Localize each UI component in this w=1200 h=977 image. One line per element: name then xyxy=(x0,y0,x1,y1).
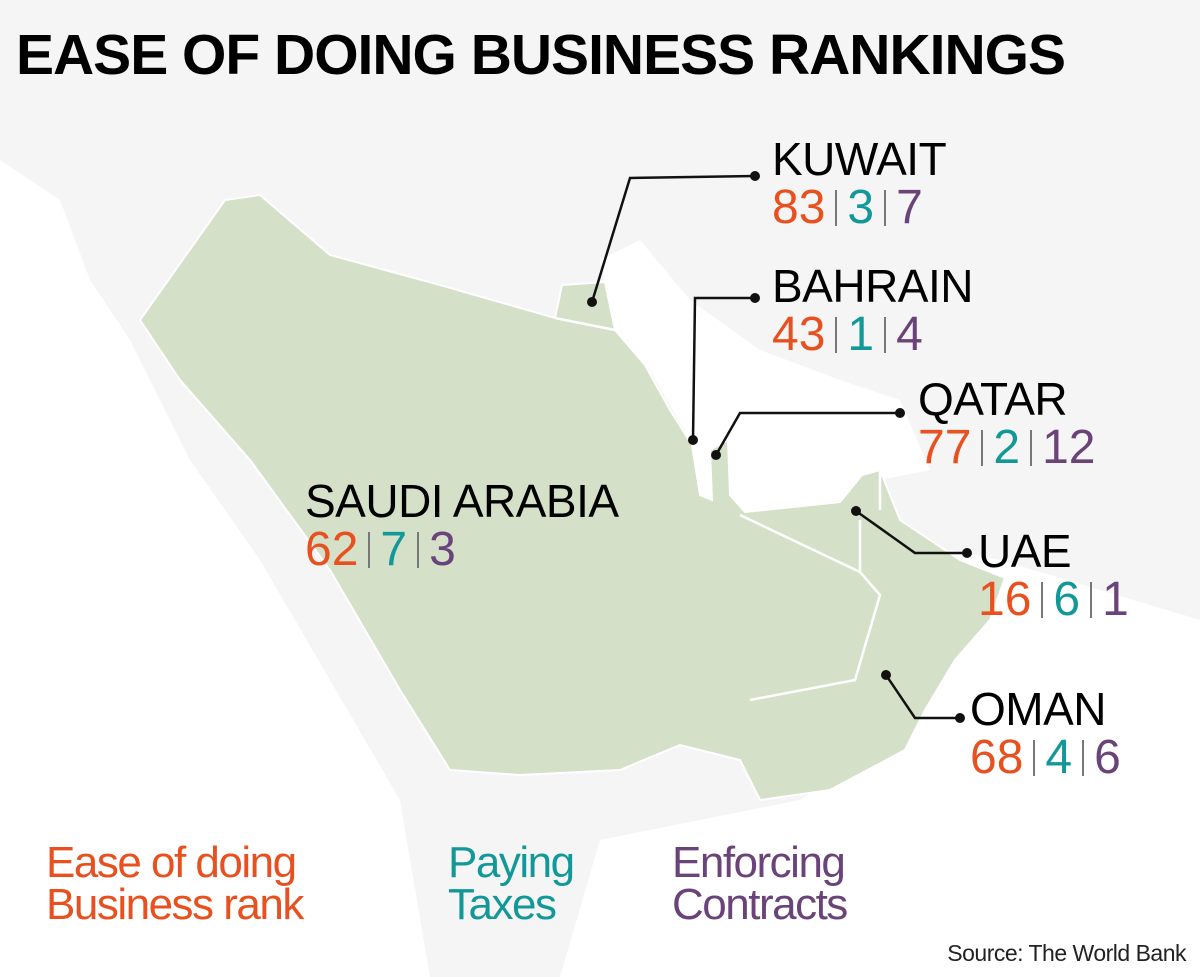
contracts-rank: 3 xyxy=(429,523,456,576)
leader-lines xyxy=(590,174,967,720)
separator xyxy=(1082,740,1085,776)
separator xyxy=(835,190,838,226)
contracts-rank: 4 xyxy=(896,308,923,361)
separator xyxy=(884,317,887,353)
label-saudi-arabia: SAUDI ARABIA 62 7 3 xyxy=(305,478,619,574)
legend-enforcing-contracts: Enforcing Contracts xyxy=(672,838,848,929)
separator xyxy=(981,430,984,466)
legend-paying-taxes: Paying Taxes xyxy=(448,838,575,929)
taxes-rank: 3 xyxy=(847,181,875,234)
ease-rank: 43 xyxy=(772,308,826,361)
label-qatar: QATAR 77 2 12 xyxy=(918,376,1095,472)
country-name: KUWAIT xyxy=(772,133,947,185)
separator xyxy=(1033,740,1036,776)
taxes-rank: 4 xyxy=(1045,731,1073,784)
separator xyxy=(417,532,420,568)
legend-text: Contracts xyxy=(672,879,848,929)
ease-rank: 16 xyxy=(978,573,1032,626)
separator xyxy=(884,190,887,226)
legend-text: Paying xyxy=(448,838,575,887)
legend-text: Business rank xyxy=(46,879,304,929)
border-lines xyxy=(554,316,882,702)
contracts-rank: 6 xyxy=(1094,731,1121,784)
legend-ease-of-doing-business: Ease of doing Business rank xyxy=(46,838,304,929)
page-title: EASE OF DOING BUSINESS RANKINGS xyxy=(16,23,1066,87)
taxes-rank: 1 xyxy=(847,308,875,361)
country-name: UAE xyxy=(978,525,1072,577)
country-name: SAUDI ARABIA xyxy=(305,475,619,527)
separator xyxy=(1041,582,1044,618)
location-dots xyxy=(587,171,972,723)
source-credit: Source: The World Bank xyxy=(947,940,1186,966)
separator xyxy=(368,532,371,568)
label-kuwait: KUWAIT 83 3 7 xyxy=(772,133,947,234)
ease-rank: 83 xyxy=(772,181,826,234)
contracts-rank: 1 xyxy=(1102,573,1129,626)
gcc-region xyxy=(138,193,1007,802)
label-oman: OMAN 68 4 6 xyxy=(970,686,1121,782)
ease-rank: 68 xyxy=(970,731,1024,784)
separator xyxy=(1090,582,1093,618)
ease-rank: 62 xyxy=(305,523,359,576)
taxes-rank: 6 xyxy=(1053,573,1081,626)
contracts-rank: 12 xyxy=(1042,421,1096,474)
legend-text: Enforcing xyxy=(672,838,846,887)
legend-text: Ease of doing xyxy=(46,838,297,887)
sea xyxy=(0,160,430,977)
separator xyxy=(835,317,838,353)
taxes-rank: 2 xyxy=(993,421,1021,474)
country-name: BAHRAIN xyxy=(772,260,973,312)
persian-gulf xyxy=(600,240,930,515)
legend-text: Taxes xyxy=(448,879,557,929)
country-name: QATAR xyxy=(918,373,1068,425)
ease-rank: 77 xyxy=(918,421,972,474)
country-name: OMAN xyxy=(970,683,1106,735)
contracts-rank: 7 xyxy=(896,181,923,234)
label-bahrain: BAHRAIN 43 1 4 xyxy=(772,263,973,359)
label-uae: UAE 16 6 1 xyxy=(978,528,1129,624)
taxes-rank: 7 xyxy=(380,523,408,576)
separator xyxy=(1030,430,1033,466)
